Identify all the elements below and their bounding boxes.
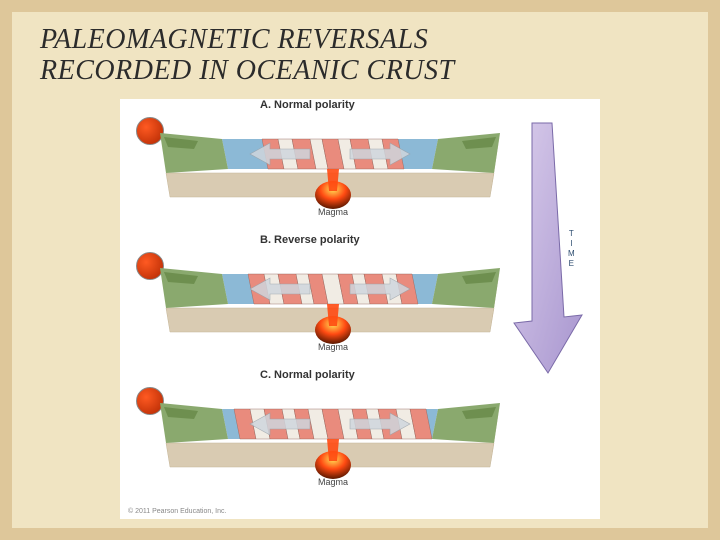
panel-c: C. Normal polarity Magma [130,369,530,499]
panel-label: A. Normal polarity [260,99,355,111]
panel-b: B. Reverse polarity Magma [130,234,530,364]
time-label: T I M E [568,229,575,269]
magma-label: Magma [318,342,348,352]
panel-a: A. Normal polarity Magma [130,99,530,229]
magma-label: Magma [318,207,348,217]
page-title: PALEOMAGNETIC REVERSALS RECORDED IN OCEA… [40,24,680,87]
paleomagnetic-diagram: T I M E A. Normal polarity [120,99,600,519]
magma-label: Magma [318,477,348,487]
title-line-1: PALEOMAGNETIC REVERSALS [40,24,428,55]
panel-label: C. Normal polarity [260,369,355,381]
panel-label: B. Reverse polarity [260,234,360,246]
copyright-text: © 2011 Pearson Education, Inc. [128,508,226,515]
title-line-2: RECORDED IN OCEANIC CRUST [40,55,455,86]
